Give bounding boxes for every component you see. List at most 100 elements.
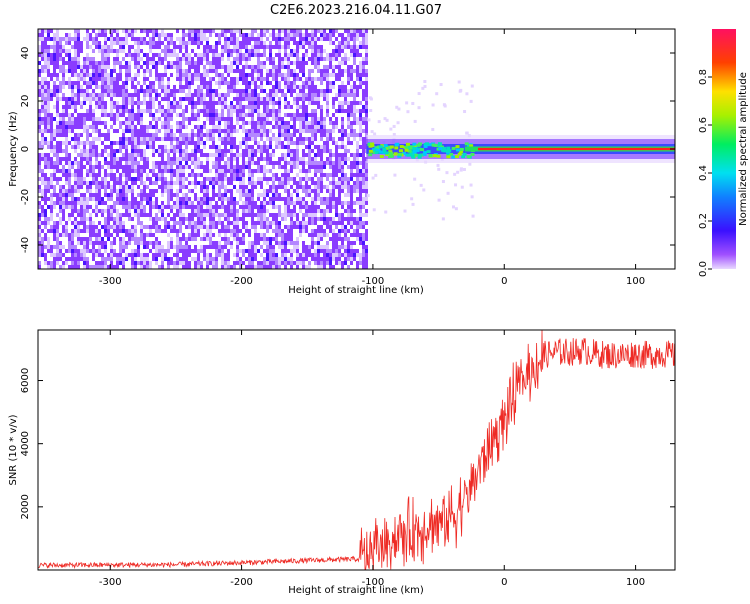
spectrogram-cell bbox=[53, 161, 56, 165]
spectrogram-cell bbox=[305, 77, 308, 81]
spectrogram-cell bbox=[230, 29, 233, 33]
spectrogram-cell bbox=[233, 153, 236, 157]
spectrogram-cell bbox=[116, 73, 119, 77]
spectrogram-cell bbox=[209, 89, 212, 93]
spectrogram-cell bbox=[311, 117, 314, 121]
spectrogram-cell bbox=[170, 189, 173, 193]
spectrogram-cell bbox=[101, 57, 104, 61]
spectrogram-cell bbox=[104, 125, 107, 129]
spectrogram-cell bbox=[227, 181, 230, 185]
spectrogram-cell bbox=[341, 85, 344, 89]
spectrogram-cell bbox=[152, 29, 155, 33]
spectrogram-cell bbox=[176, 73, 179, 77]
spectrogram-cell bbox=[233, 61, 236, 65]
spectrogram-cell bbox=[275, 37, 278, 41]
spectrogram-cell bbox=[257, 209, 260, 213]
spectrogram-cell bbox=[209, 253, 212, 257]
spectrogram-cell bbox=[284, 161, 287, 165]
spectrogram-cell bbox=[56, 261, 59, 265]
spectrogram-cell bbox=[362, 177, 365, 181]
spectrogram-cell bbox=[212, 69, 215, 73]
spectrogram-cell bbox=[116, 81, 119, 85]
spectrogram-cell bbox=[302, 33, 305, 37]
spectrogram-cell bbox=[338, 165, 341, 169]
spectrogram-cell bbox=[317, 125, 320, 129]
spectrogram-cell bbox=[302, 109, 305, 113]
spectrogram-cell bbox=[245, 129, 248, 133]
spectrogram-cell bbox=[149, 113, 152, 117]
spectrogram-cell bbox=[128, 201, 131, 205]
spectrogram-cell bbox=[44, 221, 47, 225]
spectrogram-cell bbox=[323, 37, 326, 41]
spectrogram-cell bbox=[359, 145, 362, 149]
figure-title: C2E6.2023.216.04.11.G07 bbox=[270, 3, 442, 18]
spectrogram-cell bbox=[116, 77, 119, 81]
spectrogram-cell bbox=[266, 97, 269, 101]
spectrogram-cell bbox=[110, 109, 113, 113]
spectrogram-cell bbox=[284, 45, 287, 49]
spectrogram-cell bbox=[230, 265, 233, 269]
spectrogram-cell bbox=[197, 57, 200, 61]
spectrogram-cell bbox=[131, 145, 134, 149]
spectrogram-cell bbox=[173, 201, 176, 205]
spectrogram-cell bbox=[98, 85, 101, 89]
spectrogram-cell bbox=[260, 53, 263, 57]
spectrogram-cell bbox=[281, 217, 284, 221]
spectrogram-cell bbox=[260, 165, 263, 169]
spectrogram-cell bbox=[44, 105, 47, 109]
spectrogram-cell bbox=[38, 69, 41, 73]
spectrogram-cell bbox=[143, 37, 146, 41]
spectrogram-cell bbox=[242, 45, 245, 49]
spectrogram-cell bbox=[119, 249, 122, 253]
spectrogram-cell bbox=[278, 145, 281, 149]
spectrogram-cell bbox=[347, 221, 350, 225]
spectrogram-cell bbox=[296, 185, 299, 189]
spectrogram-cell bbox=[104, 225, 107, 229]
spectrogram-cell bbox=[302, 113, 305, 117]
spectrogram-cell bbox=[278, 117, 281, 121]
spectrogram-cell bbox=[326, 185, 329, 189]
spectrogram-cell bbox=[245, 133, 248, 137]
spectrogram-cell bbox=[326, 85, 329, 89]
spectrogram-cell bbox=[221, 81, 224, 85]
spectrogram-cell bbox=[275, 69, 278, 73]
spectrogram-cell bbox=[194, 93, 197, 97]
spectrogram-cell bbox=[137, 69, 140, 73]
spectrogram-cell bbox=[89, 145, 92, 149]
spectrogram-cell bbox=[329, 57, 332, 61]
spectrogram-cell bbox=[227, 229, 230, 233]
spectrogram-cell bbox=[47, 121, 50, 125]
spectrogram-cell bbox=[62, 165, 65, 169]
spectrogram-cell bbox=[86, 217, 89, 221]
spectrogram-cell bbox=[281, 61, 284, 65]
spectrogram-cell bbox=[308, 33, 311, 37]
spectrogram-cell bbox=[179, 261, 182, 265]
spectrogram-cell bbox=[227, 237, 230, 241]
spectrogram-cell bbox=[158, 253, 161, 257]
spectrogram-cell bbox=[137, 193, 140, 197]
spectrogram-cell bbox=[179, 209, 182, 213]
spectrogram-cell bbox=[74, 149, 77, 153]
spectrogram-cell bbox=[86, 73, 89, 77]
spectrogram-cell bbox=[302, 137, 305, 141]
spectrogram-cell bbox=[170, 101, 173, 105]
spectrogram-cell bbox=[134, 93, 137, 97]
spectrogram-cell bbox=[86, 57, 89, 61]
spectrogram-cell bbox=[41, 53, 44, 57]
spectrogram-cell bbox=[293, 261, 296, 265]
spectrogram-cell bbox=[212, 57, 215, 61]
spectrogram-cell bbox=[257, 169, 260, 173]
spectrogram-cell bbox=[155, 65, 158, 69]
spectrogram-cell bbox=[158, 173, 161, 177]
spectrogram-cell bbox=[116, 53, 119, 57]
spectrogram-cell bbox=[278, 89, 281, 93]
spectrogram-cell bbox=[164, 229, 167, 233]
spectrogram-cell bbox=[332, 181, 335, 185]
spectrogram-cell bbox=[116, 89, 119, 93]
spectrogram-cell bbox=[95, 225, 98, 229]
spectrogram-cell bbox=[125, 117, 128, 121]
spectrogram-cell bbox=[128, 121, 131, 125]
spectrogram-speckle bbox=[441, 217, 445, 221]
spectrogram-cell bbox=[206, 201, 209, 205]
spectrogram-cell bbox=[275, 261, 278, 265]
